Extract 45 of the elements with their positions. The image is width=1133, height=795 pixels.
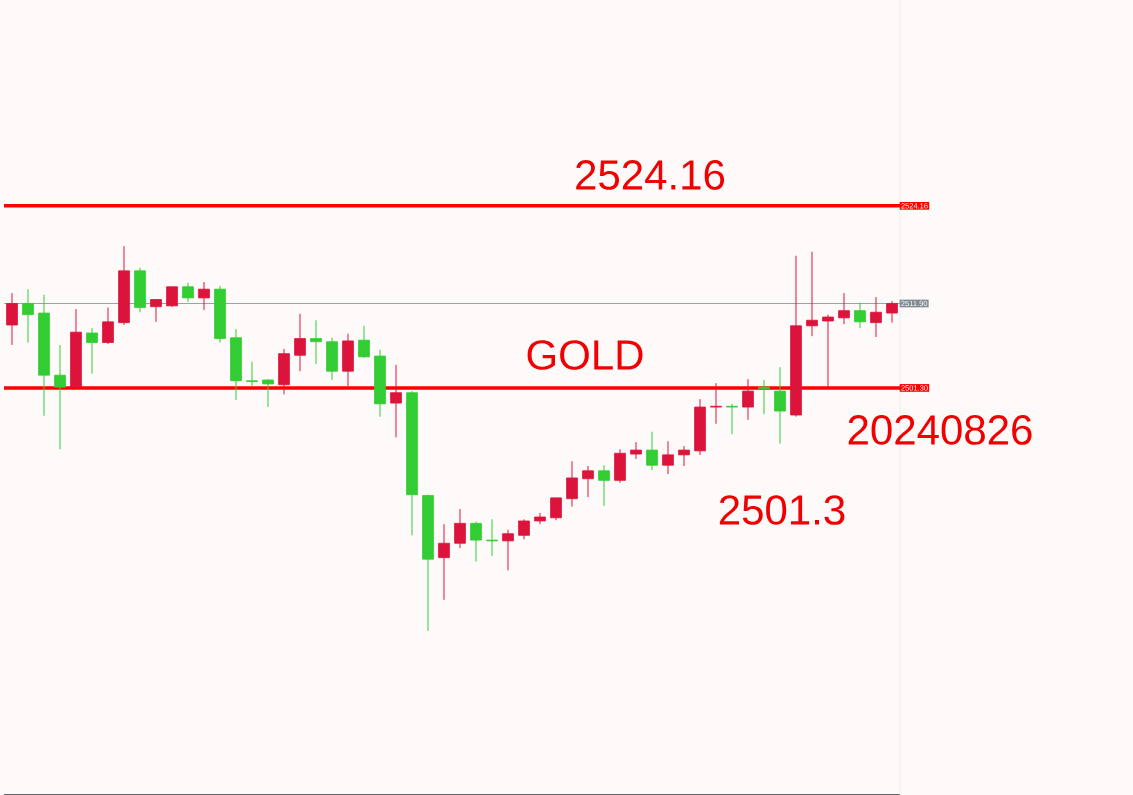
candlestick bbox=[518, 518, 530, 540]
annotation: 20240826 bbox=[848, 415, 1032, 445]
candlestick bbox=[150, 299, 162, 323]
candlestick bbox=[22, 288, 34, 344]
candlestick bbox=[854, 302, 866, 329]
candlestick bbox=[438, 523, 450, 601]
candlestick bbox=[710, 382, 722, 425]
candlestick bbox=[758, 379, 770, 415]
candlestick bbox=[726, 403, 738, 435]
annotation: GOLD bbox=[527, 340, 643, 370]
candlestick bbox=[806, 251, 818, 337]
candlestick bbox=[598, 464, 610, 507]
candlestick bbox=[678, 445, 690, 467]
candlestick bbox=[886, 300, 898, 324]
candlestick bbox=[630, 441, 642, 460]
candlestick bbox=[6, 292, 18, 346]
candlestick bbox=[566, 460, 578, 508]
candlestick bbox=[502, 529, 514, 571]
annotation: 2501.3 bbox=[719, 495, 845, 525]
candlestick bbox=[646, 431, 658, 471]
candlestick bbox=[262, 378, 274, 408]
candlestick bbox=[742, 378, 754, 421]
candlestick bbox=[358, 325, 370, 359]
candlestick bbox=[54, 344, 66, 450]
candlestick bbox=[454, 508, 466, 549]
candlestick bbox=[182, 282, 194, 303]
candlestick bbox=[470, 521, 482, 563]
candlestick bbox=[390, 364, 402, 438]
candlestick bbox=[838, 292, 850, 325]
annotation: 2524.16 bbox=[576, 160, 725, 190]
candlestick bbox=[662, 440, 674, 475]
candlestick bbox=[246, 361, 258, 387]
candlestick bbox=[310, 319, 322, 365]
candlestick bbox=[774, 366, 786, 445]
candlestick bbox=[822, 314, 834, 388]
candlestick bbox=[582, 465, 594, 498]
candlestick bbox=[86, 327, 98, 375]
candlestick bbox=[870, 296, 882, 338]
candlestick bbox=[486, 518, 498, 557]
candlestick bbox=[102, 306, 114, 345]
candlestick bbox=[198, 281, 210, 311]
candlestick bbox=[294, 313, 306, 372]
candlestick bbox=[550, 497, 562, 521]
candlestick bbox=[166, 286, 178, 308]
candlestick bbox=[534, 512, 546, 525]
